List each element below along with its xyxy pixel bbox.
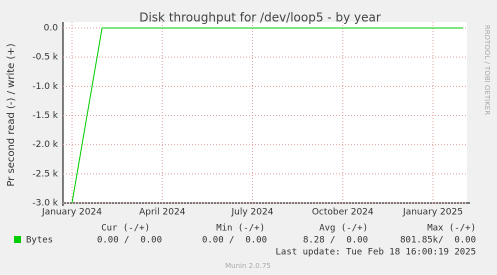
legend-header: Min (-/+) [216, 224, 265, 234]
legend-header: Max (-/+) [427, 224, 476, 234]
legend-stat: 801.85k/ 0.00 [400, 236, 476, 246]
watermark: RRDTOOL / TOBI OETIKER [483, 25, 491, 115]
legend-stat: 0.00 / 0.00 [97, 236, 162, 246]
last-update: Last update: Tue Feb 18 16:00:19 2025 [276, 248, 476, 258]
legend-stat: 0.00 / 0.00 [202, 236, 267, 246]
chart-title: Disk throughput for /dev/loop5 - by year [139, 11, 381, 25]
footer: Munin 2.0.75 [225, 262, 271, 270]
x-tick-label: January 2025 [402, 208, 463, 218]
x-tick-label: April 2024 [139, 208, 186, 218]
legend-header: Avg (-/+) [319, 224, 368, 234]
x-tick-label: October 2024 [312, 208, 374, 218]
y-axis-label: Pr second read (-) / write (+) [6, 43, 17, 186]
y-tick-label: 0.0 [44, 24, 59, 34]
y-tick-label: -2.5 k [32, 169, 58, 179]
x-tick-label: July 2024 [231, 208, 274, 218]
y-tick-label: -1.0 k [32, 82, 58, 92]
legend-header: Cur (-/+) [101, 224, 150, 234]
y-tick-label: -1.5 k [32, 111, 58, 121]
data-line [71, 27, 464, 204]
y-tick-label: -0.5 k [32, 53, 58, 63]
legend-label: Bytes [26, 236, 53, 246]
legend-swatch [14, 236, 21, 243]
plot-area [63, 22, 467, 203]
legend-stat: 8.28 / 0.00 [303, 236, 368, 246]
x-tick-label: January 2024 [41, 208, 102, 218]
y-tick-label: -2.0 k [32, 140, 58, 150]
y-tick-label: -3.0 k [32, 199, 58, 209]
